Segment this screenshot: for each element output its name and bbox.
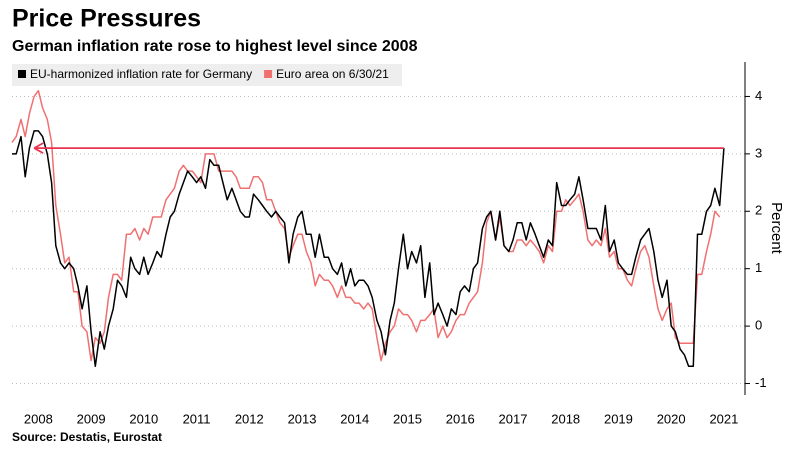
series-line	[11, 89, 721, 362]
chart-title: Price Pressures	[12, 5, 201, 33]
y-tick-label: 3	[755, 145, 762, 160]
x-tick-label: 2011	[183, 411, 211, 426]
y-tick-label: 4	[755, 88, 762, 103]
legend: EU-harmonized inflation rate for Germany…	[12, 64, 402, 86]
y-tick-label: -1	[755, 375, 767, 390]
y-tick-label: 0	[755, 318, 762, 333]
y-axis-title: Percent	[768, 202, 785, 255]
series-line	[12, 130, 725, 368]
legend-label: EU-harmonized inflation rate for Germany	[30, 67, 252, 81]
y-tick-label: 2	[755, 203, 762, 218]
x-tick-label: 2010	[129, 411, 158, 426]
x-tick-label: 2020	[657, 411, 686, 426]
x-tick-label: 2012	[235, 411, 264, 426]
legend-background	[12, 64, 402, 86]
x-tick-label: 2019	[604, 411, 633, 426]
x-tick-label: 2013	[288, 411, 317, 426]
legend-swatch	[18, 70, 26, 78]
chart-subtitle: German inflation rate rose to highest le…	[12, 38, 418, 55]
x-tick-label: 2016	[446, 411, 475, 426]
x-tick-label: 2021	[709, 411, 738, 426]
x-tick-label: 2017	[499, 411, 528, 426]
x-tick-label: 2015	[393, 411, 422, 426]
arrow-head	[33, 142, 44, 154]
legend-label: Euro area on 6/30/21	[276, 67, 389, 81]
legend-swatch	[264, 70, 273, 78]
y-tick-label: 1	[755, 260, 762, 275]
source: Source: Destatis, Eurostat	[12, 430, 162, 444]
x-tick-label: 2008	[24, 411, 53, 426]
x-tick-label: 2014	[340, 411, 369, 426]
x-tick-label: 2009	[77, 411, 106, 426]
x-tick-label: 2018	[551, 411, 580, 426]
